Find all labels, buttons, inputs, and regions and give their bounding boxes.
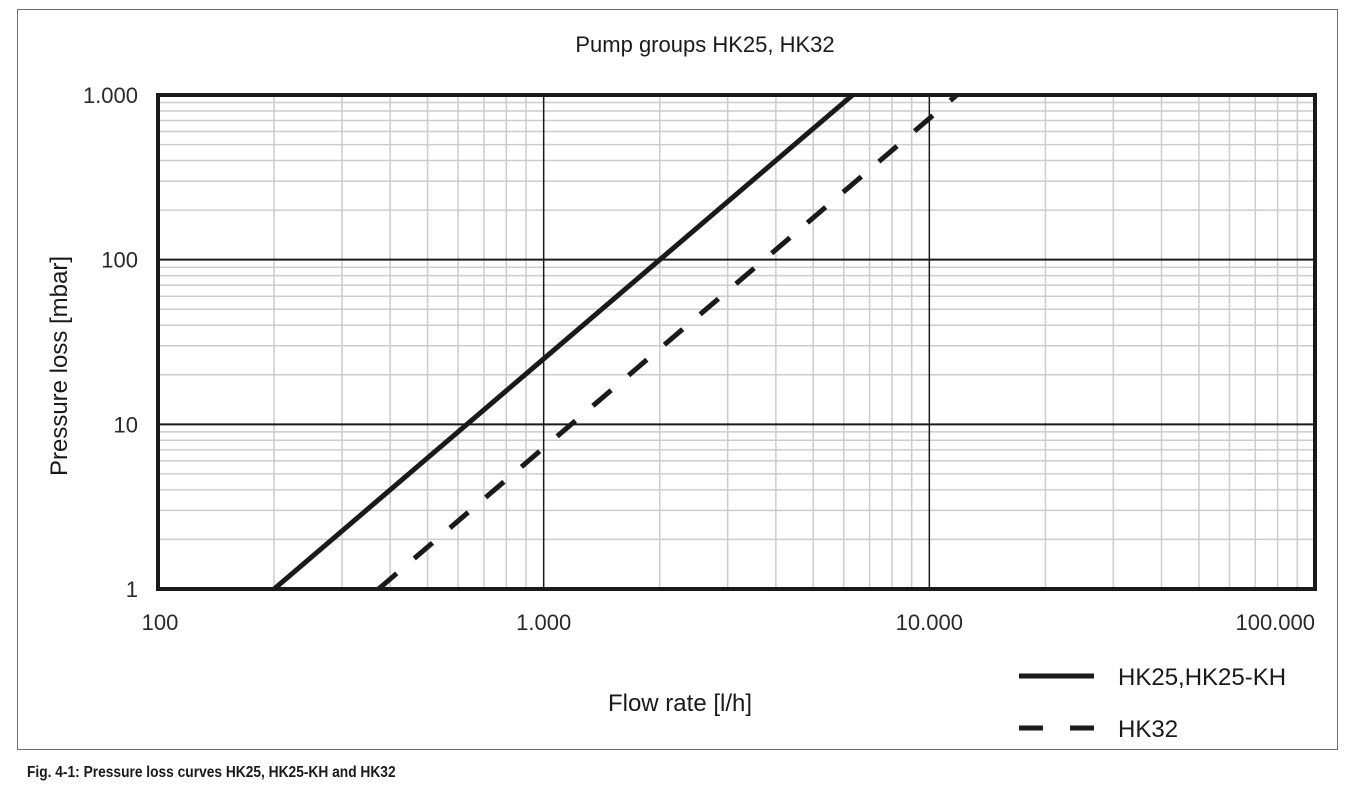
series-hk25-solid-line <box>272 93 855 589</box>
x-axis-tick-labels: 100 1.000 10.000 100.000 <box>142 610 1315 635</box>
y-tick-label: 1 <box>126 577 138 602</box>
major-grid <box>157 94 1316 590</box>
legend-item-hk25: HK25,HK25-KH <box>1019 664 1286 691</box>
y-tick-label: 100 <box>101 248 138 273</box>
figure-frame <box>17 9 1338 750</box>
figure-caption: Fig. 4-1: Pressure loss curves HK25, HK2… <box>27 764 396 781</box>
series-hk32-dashed-line <box>376 93 959 589</box>
y-axis-label: Pressure loss [mbar] <box>46 256 73 476</box>
series-layer <box>272 93 959 589</box>
x-tick-label: 100.000 <box>1235 610 1315 635</box>
plot-area-border <box>156 93 1317 591</box>
legend: HK25,HK25-KH HK32 <box>1019 664 1286 743</box>
y-axis-tick-labels: 1 10 100 1.000 <box>83 83 138 602</box>
x-tick-label: 1.000 <box>516 610 571 635</box>
x-axis-label: Flow rate [l/h] <box>608 690 752 717</box>
legend-label-hk25: HK25,HK25-KH <box>1118 664 1286 691</box>
x-tick-label: 100 <box>142 610 179 635</box>
y-tick-label: 1.000 <box>83 83 138 108</box>
x-tick-label: 10.000 <box>896 610 963 635</box>
legend-item-hk32: HK32 <box>1019 716 1178 743</box>
legend-label-hk32: HK32 <box>1118 716 1178 743</box>
chart-title: Pump groups HK25, HK32 <box>575 32 834 57</box>
y-tick-label: 10 <box>114 412 138 437</box>
minor-grid <box>158 95 1315 589</box>
